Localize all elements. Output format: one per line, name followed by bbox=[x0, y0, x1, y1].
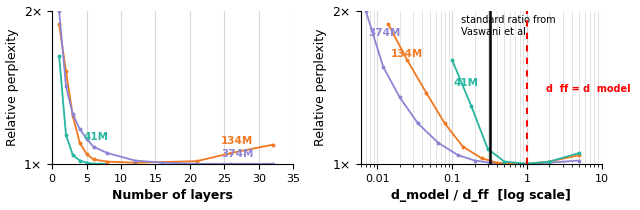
Text: 134M: 134M bbox=[221, 136, 253, 146]
X-axis label: Number of layers: Number of layers bbox=[112, 189, 233, 202]
X-axis label: d_model / d_ff  [log scale]: d_model / d_ff [log scale] bbox=[391, 189, 571, 202]
Text: d  ff = d  model: d ff = d model bbox=[547, 84, 631, 94]
Y-axis label: Relative perplexity: Relative perplexity bbox=[6, 28, 19, 146]
Text: standard ratio from
Vaswani et al.: standard ratio from Vaswani et al. bbox=[461, 15, 556, 37]
Text: 41M: 41M bbox=[83, 132, 108, 142]
Text: 374M: 374M bbox=[368, 28, 401, 38]
Y-axis label: Relative perplexity: Relative perplexity bbox=[314, 28, 327, 146]
Text: 41M: 41M bbox=[454, 78, 479, 88]
Text: 374M: 374M bbox=[221, 149, 253, 159]
Text: 134M: 134M bbox=[390, 49, 423, 59]
